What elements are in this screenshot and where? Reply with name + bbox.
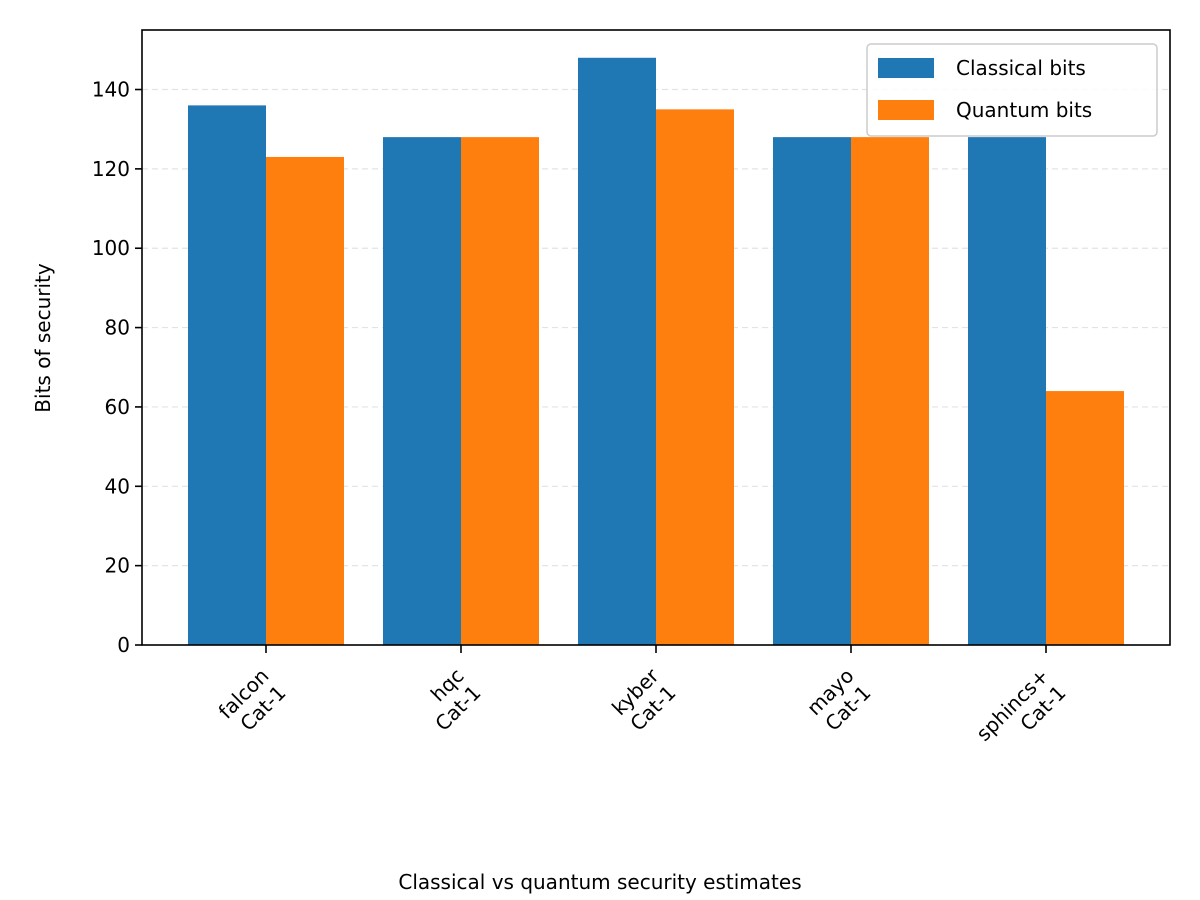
y-tick-label: 140	[92, 78, 130, 102]
legend-frame	[866, 43, 1158, 137]
bar-classical-sphincs+	[968, 137, 1046, 645]
y-tick-label: 20	[105, 554, 130, 578]
bar-classical-mayo	[773, 137, 851, 645]
y-tick-label: 0	[117, 633, 130, 657]
bar-quantum-kyber	[656, 109, 734, 645]
bar-classical-hqc	[383, 137, 461, 645]
bar-classical-falcon	[188, 105, 266, 646]
y-axis-title: Bits of security	[31, 263, 55, 413]
legend-swatch-classical	[878, 58, 934, 78]
legend-swatch-quantum	[878, 100, 934, 120]
y-tick-label: 40	[105, 474, 130, 498]
y-tick-label: 80	[105, 316, 130, 340]
y-axis: 0 20 40 60 80 100 120 140	[92, 78, 142, 657]
y-tick-label: 120	[92, 157, 130, 181]
bar-quantum-mayo	[851, 137, 929, 645]
bar-quantum-falcon	[266, 156, 344, 645]
y-tick-label: 60	[105, 395, 130, 419]
legend-label-classical: Classical bits	[956, 56, 1086, 80]
bar-quantum-sphincs+	[1046, 391, 1124, 645]
chart-caption: Classical vs quantum security estimates	[398, 870, 801, 894]
y-tick-label: 100	[92, 236, 130, 260]
bar-quantum-hqc	[461, 137, 539, 645]
legend-label-quantum: Quantum bits	[956, 98, 1092, 122]
legend: Classical bits Quantum bits	[866, 43, 1158, 137]
bar-classical-kyber	[578, 57, 656, 646]
bars	[188, 57, 1124, 646]
